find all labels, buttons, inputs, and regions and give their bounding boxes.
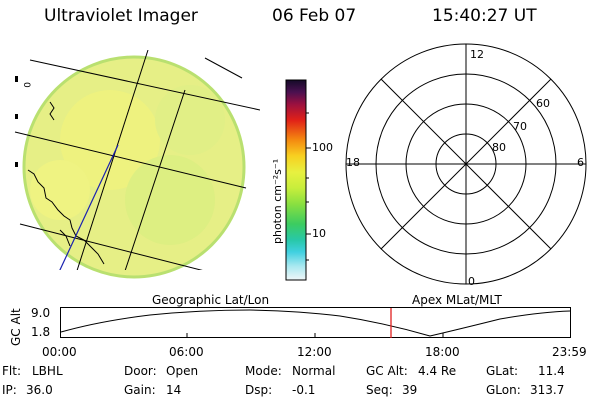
- status-gcalt-label: GC Alt:: [366, 364, 408, 378]
- status-door-label: Door:: [124, 364, 157, 378]
- status-ip-value: 36.0: [26, 383, 53, 397]
- mlt-label-12: 12: [470, 48, 484, 61]
- mlt-label-18: 18: [346, 156, 360, 169]
- lat-label-60: 60: [536, 97, 550, 110]
- colorbar-tick-100: 100: [312, 141, 333, 154]
- status-gain-label: Gain:: [124, 383, 156, 397]
- altitude-ylabel: GC Alt: [9, 308, 23, 346]
- geographic-grid: [14, 50, 260, 270]
- altitude-plot: [60, 307, 571, 338]
- geographic-caption: Geographic Lat/Lon: [152, 293, 270, 307]
- status-flt-label: Flt:: [2, 364, 21, 378]
- status-seq-label: Seq:: [366, 383, 393, 397]
- colorbar-tick-10: 10: [312, 227, 326, 240]
- svg-text:0: 0: [21, 82, 31, 88]
- terminator-line: [59, 144, 119, 270]
- lat-label-80: 80: [492, 141, 506, 154]
- colorbar-unit-label: photon cm⁻²s⁻¹: [271, 158, 284, 244]
- status-mode-value: Normal: [292, 364, 336, 378]
- altitude-xtick-0600: 06:00: [169, 345, 204, 359]
- status-door-value: Open: [166, 364, 199, 378]
- instrument-title: Ultraviolet Imager: [44, 6, 198, 26]
- status-glon-label: GLon:: [486, 383, 521, 397]
- status-seq-value: 39: [402, 383, 418, 397]
- status-glon-value: 313.7: [530, 383, 565, 397]
- polar-grid: [345, 43, 587, 285]
- altitude-xtick-1200: 12:00: [297, 345, 332, 359]
- altitude-xtick-0000: 00:00: [42, 345, 77, 359]
- status-dsp-label: Dsp:: [245, 383, 273, 397]
- status-flt-value: LBHL: [32, 364, 63, 378]
- altitude-ytick-1.8: 1.8: [31, 325, 51, 339]
- altitude-xtick-1800: 18:00: [425, 345, 460, 359]
- altitude-curve: [60, 309, 571, 337]
- mlt-label-6: 6: [577, 156, 584, 169]
- altitude-xtick-2359: 23:59: [552, 345, 587, 359]
- altitude-ytick-9: 9.0: [31, 306, 51, 320]
- time-label: 15:40:27 UT: [432, 6, 537, 26]
- status-ip-label: IP:: [2, 383, 17, 397]
- status-gcalt-value: 4.4 Re: [418, 364, 457, 378]
- status-glat-label: GLat:: [486, 364, 519, 378]
- status-dsp-value: -0.1: [292, 383, 316, 397]
- apex-caption: Apex MLat/MLT: [412, 293, 502, 307]
- color-bar: [285, 79, 311, 281]
- earth-image: 0: [14, 50, 260, 279]
- status-mode-label: Mode:: [245, 364, 282, 378]
- status-glat-value: 11.4: [538, 364, 565, 378]
- mlt-label-0: 0: [468, 275, 475, 288]
- lat-label-70: 70: [513, 120, 527, 133]
- date-label: 06 Feb 07: [272, 6, 357, 26]
- status-gain-value: 14: [166, 383, 182, 397]
